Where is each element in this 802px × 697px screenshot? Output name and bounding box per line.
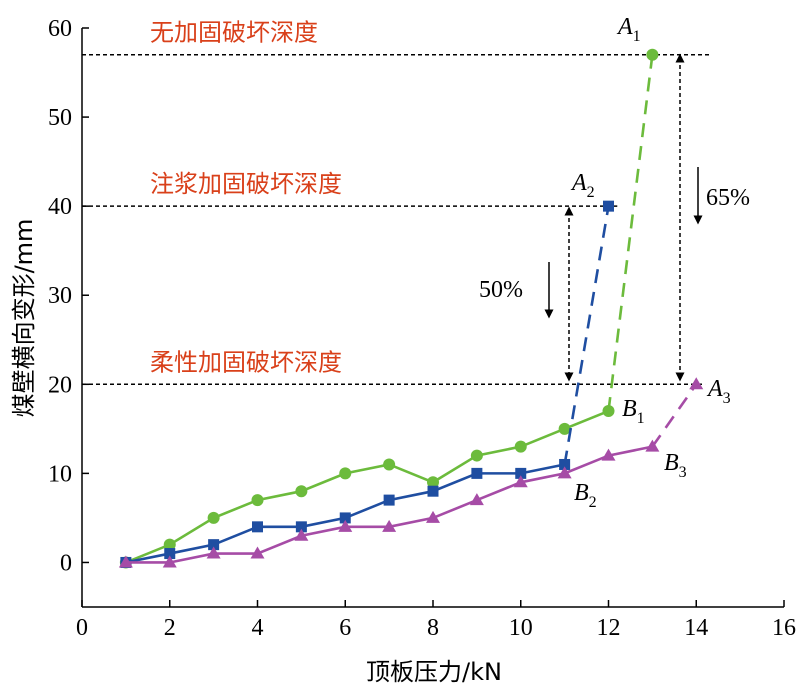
y-tick-label: 40 [48,194,72,220]
x-tick-label: 4 [252,615,264,641]
data-point [252,521,263,533]
series-layer [118,48,704,569]
label-a2: A2 [570,170,595,201]
label-b1-sub: 1 [637,410,645,427]
y-axis-title: 煤壁横向变形/mm [10,219,38,418]
data-point [162,555,177,568]
label-b3-sub: 3 [679,464,687,481]
data-point [382,519,397,532]
reference-label: 注浆加固破坏深度 [150,170,342,198]
data-point [602,405,615,418]
label-b1: B1 [622,396,645,427]
series-green [119,48,659,569]
data-point [601,448,616,461]
series-purple-dashed [651,383,698,448]
series-blue-dashed [563,205,610,465]
x-axis-title: 顶板压力/kN [366,658,502,686]
label-b3-base: B [664,450,679,476]
annotation-65-percent: 65% [706,185,750,211]
x-ticks: 0 2 4 6 8 10 12 14 16 [76,600,796,641]
y-ticks: 0 10 20 30 40 50 60 [48,16,89,576]
x-tick-label: 8 [427,615,439,641]
data-point [427,485,439,497]
data-point [514,440,527,453]
data-point [206,546,221,559]
y-tick-label: 60 [48,16,72,42]
y-tick-label: 30 [48,283,72,309]
data-point [427,476,439,489]
x-tick-label: 0 [76,615,88,641]
data-point [558,422,571,435]
label-a3-base: A [706,376,723,402]
label-b1-base: B [622,396,637,422]
x-tick-label: 6 [339,615,351,641]
label-a3: A3 [706,376,731,407]
data-point [470,449,483,462]
data-point [339,512,351,524]
data-point [471,467,483,479]
reference-label: 柔性加固破坏深度 [150,348,342,376]
label-b2: B2 [574,480,597,511]
data-point [515,467,527,479]
label-a1-sub: 1 [633,28,641,45]
data-point [118,555,133,568]
label-a3-sub: 3 [723,390,731,407]
point-labels: A1 A2 A3 B1 B2 B3 [570,14,731,511]
label-b2-base: B [574,480,589,506]
label-a2-sub: 2 [587,184,595,201]
label-a2-base: A [570,170,587,196]
data-point [645,439,660,452]
data-point [689,377,704,390]
label-b3: B3 [664,450,687,481]
gap-arrows [544,53,703,382]
y-tick-label: 50 [48,105,72,131]
series-green-line [125,409,609,564]
data-point [250,546,265,559]
data-point [295,521,307,533]
label-a1-base: A [616,14,633,40]
data-point [513,475,528,488]
data-point [557,466,572,479]
data-point [383,494,395,506]
y-tick-label: 20 [48,372,72,398]
data-point [207,511,220,524]
y-tick-label: 10 [48,461,72,487]
data-point [469,493,484,506]
data-point [559,458,571,470]
data-point [338,519,353,532]
x-tick-label: 14 [684,615,708,641]
data-point [295,485,308,498]
x-tick-label: 16 [772,615,796,641]
x-tick-label: 10 [509,615,533,641]
label-a1: A1 [616,14,641,45]
y-tick-label: 0 [60,550,72,576]
label-b2-sub: 2 [589,494,597,511]
series-green-dashed [607,54,654,412]
data-point [163,538,176,551]
reference-label: 无加固破坏深度 [150,19,318,47]
data-point [251,494,264,507]
data-point [208,539,220,551]
data-point [646,48,659,61]
data-point [339,467,352,480]
data-point [426,510,440,523]
x-tick-label: 2 [164,615,176,641]
series-purple [118,377,704,568]
data-point [164,548,176,560]
x-tick-label: 12 [597,615,621,641]
data-point [603,200,614,212]
series-blue [120,200,614,568]
data-point [294,528,309,541]
annotation-50-percent: 50% [479,277,523,303]
data-point [383,458,396,471]
